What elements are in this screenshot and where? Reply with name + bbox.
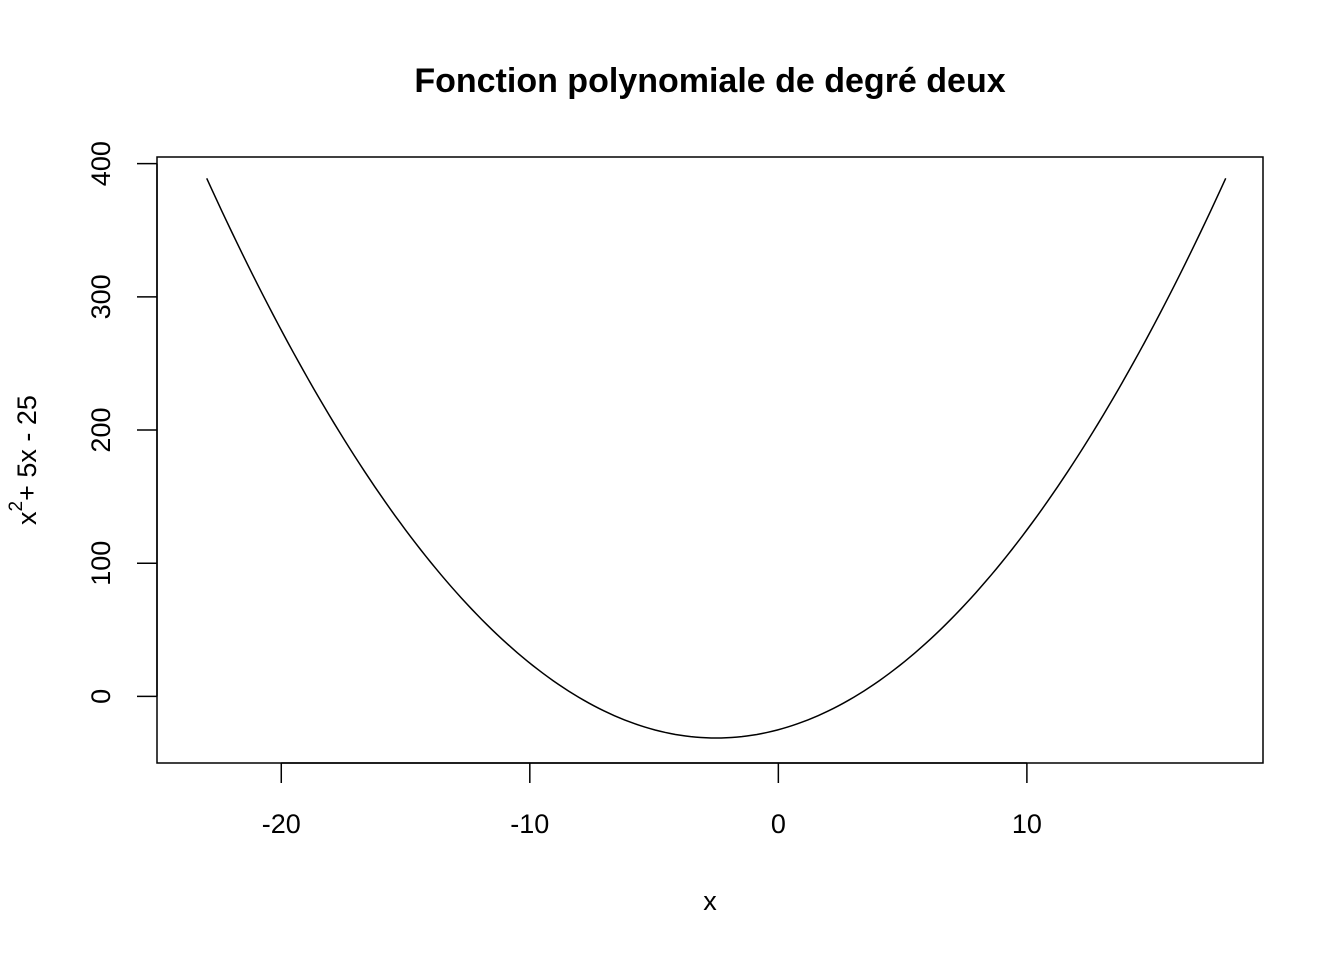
y-tick-label: 100 — [86, 541, 116, 586]
x-tick-label: 0 — [771, 809, 786, 839]
y-tick-label: 200 — [86, 408, 116, 453]
series-line — [206, 177, 1227, 739]
x-axis: -20 -10 0 10 — [262, 762, 1042, 839]
plot-frame — [156, 156, 1264, 764]
y-axis-label-rest: + 5x - 25 — [12, 395, 42, 501]
y-tick-label: 400 — [86, 141, 116, 186]
y-axis-label-superscript: 2 — [6, 501, 27, 512]
y-axis-label-base: x — [12, 511, 42, 525]
y-axis-label: x2+ 5x - 25 — [6, 395, 42, 525]
y-tick-label: 0 — [86, 689, 116, 704]
x-tick-label: 10 — [1012, 809, 1042, 839]
x-axis-label: x — [703, 886, 717, 916]
x-tick-label: -20 — [262, 809, 301, 839]
chart-title: Fonction polynomiale de degré deux — [414, 62, 1005, 100]
y-axis: 0 100 200 300 400 — [86, 141, 158, 704]
y-tick-label: 300 — [86, 274, 116, 319]
x-tick-label: -10 — [510, 809, 549, 839]
